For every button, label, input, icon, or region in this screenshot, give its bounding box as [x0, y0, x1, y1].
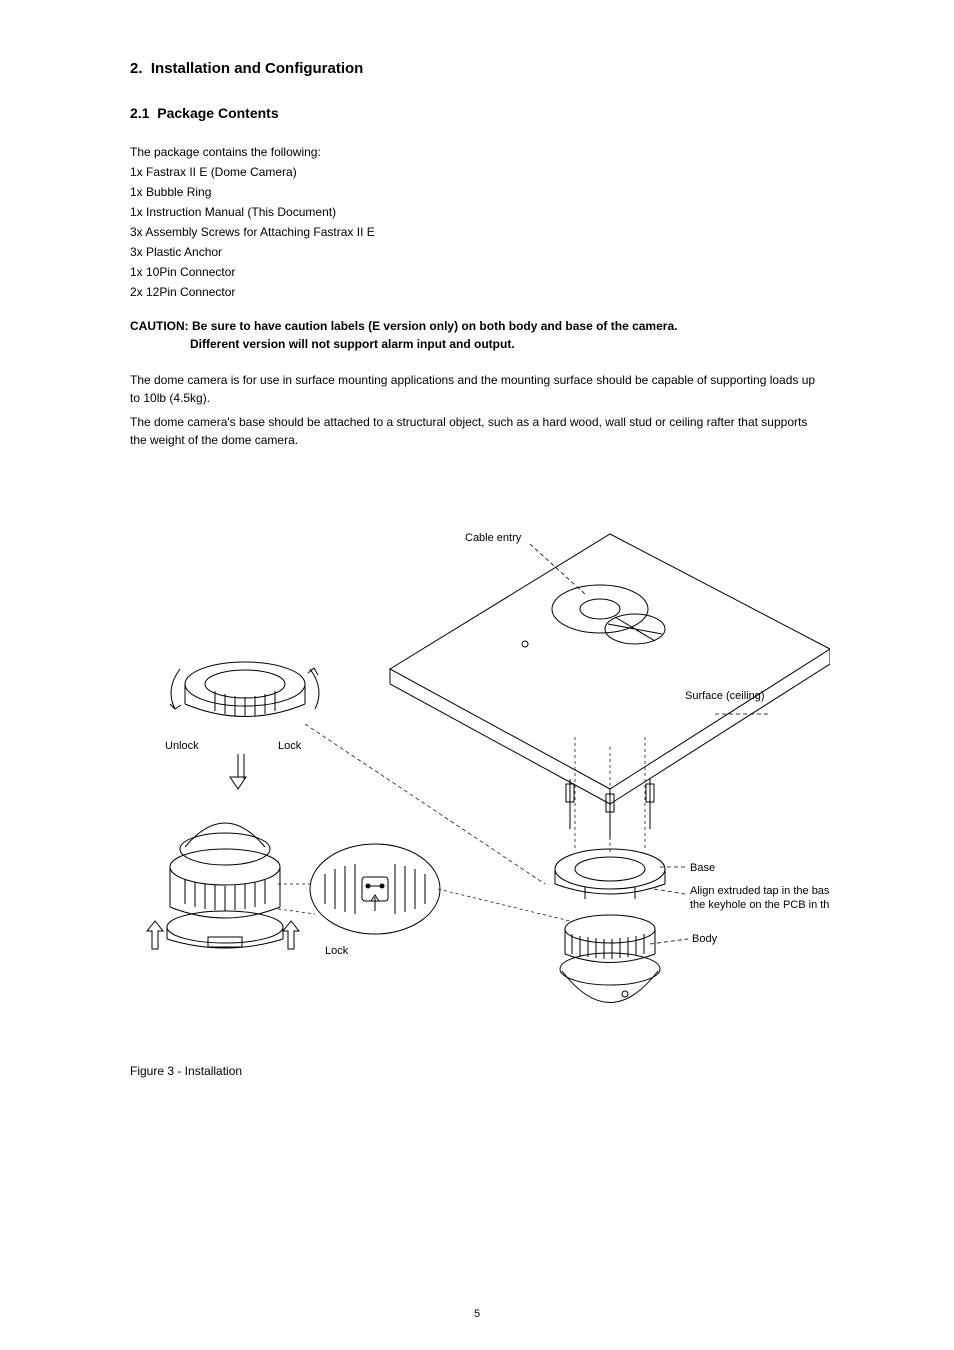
package-item: 1x Bubble Ring [130, 185, 824, 199]
label-align-1: Align extruded tap in the base to [690, 885, 830, 897]
label-surface: Surface (ceiling) [685, 690, 764, 702]
section-number: 2. [130, 60, 143, 77]
caution-block: CAUTION: Be sure to have caution labels … [130, 317, 824, 353]
subsection-number: 2.1 [130, 105, 149, 121]
page-number: 5 [0, 1308, 954, 1320]
subsection-title-text: Package Contents [157, 105, 278, 121]
installation-diagram: Cable entry Surface (ceiling) [130, 489, 830, 1049]
caution-line1: Be sure to have caution labels (E versio… [192, 319, 677, 333]
label-cable-entry: Cable entry [465, 532, 522, 544]
section-title: 2. Installation and Configuration [130, 60, 824, 77]
body-paragraph: The dome camera is for use in surface mo… [130, 371, 824, 407]
package-item: 1x Fastrax II E (Dome Camera) [130, 165, 824, 179]
figure-caption: Figure 3 - Installation [130, 1064, 824, 1078]
label-lock-bottom: Lock [325, 945, 349, 957]
label-body: Body [692, 933, 718, 945]
label-lock-top: Lock [278, 740, 302, 752]
package-item: 3x Plastic Anchor [130, 245, 824, 259]
package-item: 1x 10Pin Connector [130, 265, 824, 279]
caution-line2: Different version will not support alarm… [130, 337, 515, 351]
label-unlock: Unlock [165, 740, 199, 752]
caution-label: CAUTION: [130, 319, 189, 333]
package-item: 2x 12Pin Connector [130, 285, 824, 299]
label-base: Base [690, 862, 715, 874]
section-title-text: Installation and Configuration [151, 60, 364, 77]
package-intro: The package contains the following: [130, 145, 824, 159]
figure-installation: Cable entry Surface (ceiling) [130, 489, 824, 1078]
label-align-2: the keyhole on the PCB in the body [690, 899, 830, 911]
package-item: 3x Assembly Screws for Attaching Fastrax… [130, 225, 824, 239]
body-paragraph: The dome camera's base should be attache… [130, 413, 824, 449]
subsection-title: 2.1 Package Contents [130, 105, 824, 121]
package-item: 1x Instruction Manual (This Document) [130, 205, 824, 219]
